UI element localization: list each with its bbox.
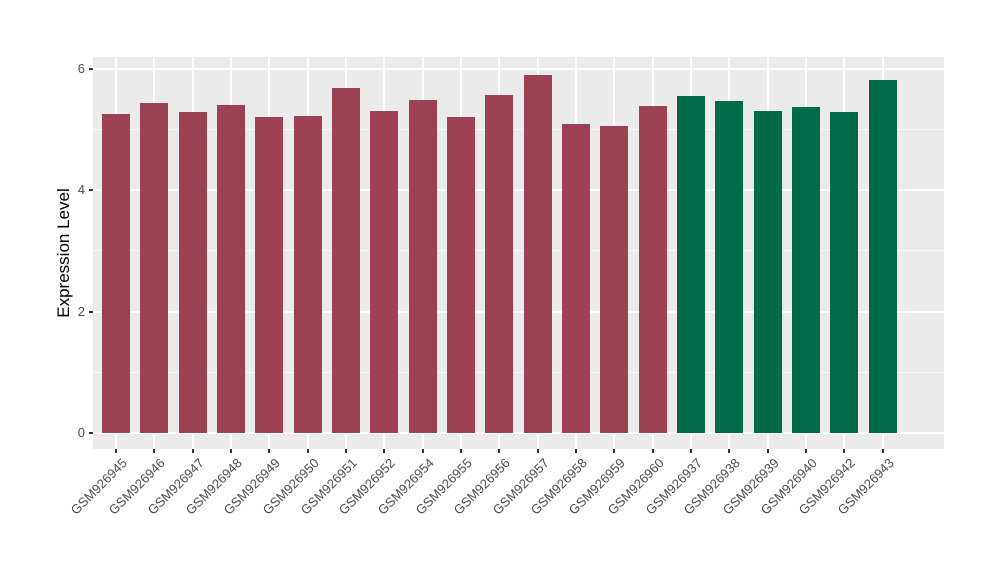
x-tick-mark (191, 449, 194, 453)
x-tick-mark (460, 449, 462, 453)
x-tick-mark (230, 449, 232, 453)
bar-GSM926939 (753, 111, 782, 433)
gridline-major-y (93, 67, 944, 70)
plot-panel (93, 57, 944, 449)
x-tick-mark (805, 449, 807, 453)
x-tick-mark (881, 449, 884, 453)
bar-GSM926948 (217, 105, 245, 433)
bar-GSM926949 (255, 116, 284, 433)
x-tick-mark (115, 449, 117, 453)
bar-GSM926947 (178, 111, 207, 433)
x-tick-mark (613, 449, 616, 453)
x-tick-mark (575, 449, 577, 453)
y-tick-mark (89, 67, 93, 70)
x-tick-mark (268, 449, 271, 453)
bar-GSM926945 (102, 113, 130, 433)
y-tick-label: 6 (77, 60, 85, 76)
x-tick-mark (536, 449, 539, 453)
x-tick-mark (690, 449, 692, 453)
bar-GSM926958 (562, 124, 590, 433)
bar-GSM926938 (715, 100, 744, 433)
bar-GSM926942 (830, 111, 859, 433)
bar-GSM926955 (447, 116, 475, 433)
x-tick-mark (345, 449, 347, 453)
bar-GSM926959 (600, 125, 629, 433)
y-tick-mark (89, 189, 93, 192)
bar-GSM926937 (677, 96, 705, 433)
gridline-major-y (93, 432, 944, 434)
y-tick-mark (89, 310, 93, 313)
bar-GSM926940 (792, 107, 820, 433)
bar-GSM926952 (370, 110, 399, 433)
y-tick-label: 2 (77, 303, 85, 319)
bar-GSM926954 (408, 99, 437, 433)
bar-GSM926957 (523, 74, 552, 433)
gridline-minor-y (93, 371, 944, 373)
x-tick-mark (421, 449, 424, 453)
y-tick-label: 0 (77, 425, 85, 440)
bar-GSM926951 (332, 88, 360, 433)
y-tick-label: 4 (77, 182, 85, 198)
bar-GSM926956 (485, 94, 514, 433)
bar-GSM926943 (868, 80, 897, 433)
y-tick-mark (89, 432, 93, 434)
x-tick-mark (306, 449, 309, 453)
bar-GSM926950 (293, 115, 322, 433)
x-tick-mark (766, 449, 769, 453)
x-tick-mark (153, 449, 156, 453)
x-tick-mark (498, 449, 501, 453)
x-tick-mark (728, 449, 731, 453)
x-tick-mark (651, 449, 654, 453)
gridline-minor-y (93, 129, 944, 130)
bar-GSM926960 (638, 106, 667, 433)
y-axis-title: Expression Level (54, 188, 73, 318)
bar-GSM926946 (140, 102, 169, 433)
gridline-major-y (93, 310, 944, 313)
x-tick-mark (843, 449, 846, 453)
gridline-major-y (93, 189, 944, 192)
x-tick-mark (383, 449, 386, 453)
gridline-minor-y (93, 250, 944, 252)
